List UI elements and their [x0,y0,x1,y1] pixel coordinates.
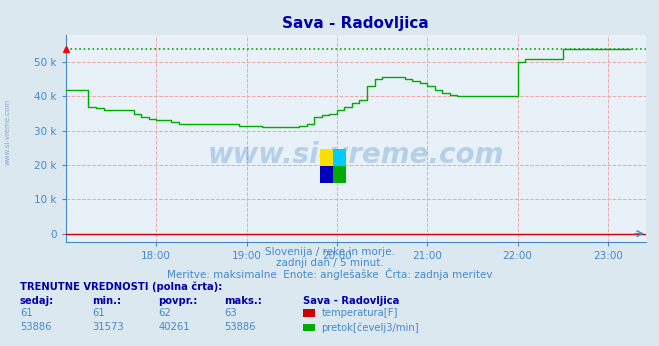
Text: Sava - Radovljica: Sava - Radovljica [303,296,399,306]
Text: zadnji dan / 5 minut.: zadnji dan / 5 minut. [275,258,384,268]
Title: Sava - Radovljica: Sava - Radovljica [283,16,429,31]
Text: 61: 61 [92,308,105,318]
Text: www.si-vreme.com: www.si-vreme.com [208,141,504,169]
Text: maks.:: maks.: [224,296,262,306]
Text: 53886: 53886 [20,322,51,333]
Text: 53886: 53886 [224,322,256,333]
Text: povpr.:: povpr.: [158,296,198,306]
Text: pretok[čevelj3/min]: pretok[čevelj3/min] [322,322,419,333]
Text: 63: 63 [224,308,237,318]
Text: 31573: 31573 [92,322,124,333]
Text: www.si-vreme.com: www.si-vreme.com [5,98,11,165]
Text: 62: 62 [158,308,171,318]
Text: min.:: min.: [92,296,121,306]
Text: Slovenija / reke in morje.: Slovenija / reke in morje. [264,247,395,257]
Text: 40261: 40261 [158,322,190,333]
Text: Meritve: maksimalne  Enote: anglešaške  Črta: zadnja meritev: Meritve: maksimalne Enote: anglešaške Čr… [167,268,492,280]
Text: temperatura[F]: temperatura[F] [322,308,398,318]
Text: 61: 61 [20,308,32,318]
Text: TRENUTNE VREDNOSTI (polna črta):: TRENUTNE VREDNOSTI (polna črta): [20,282,222,292]
Text: sedaj:: sedaj: [20,296,54,306]
